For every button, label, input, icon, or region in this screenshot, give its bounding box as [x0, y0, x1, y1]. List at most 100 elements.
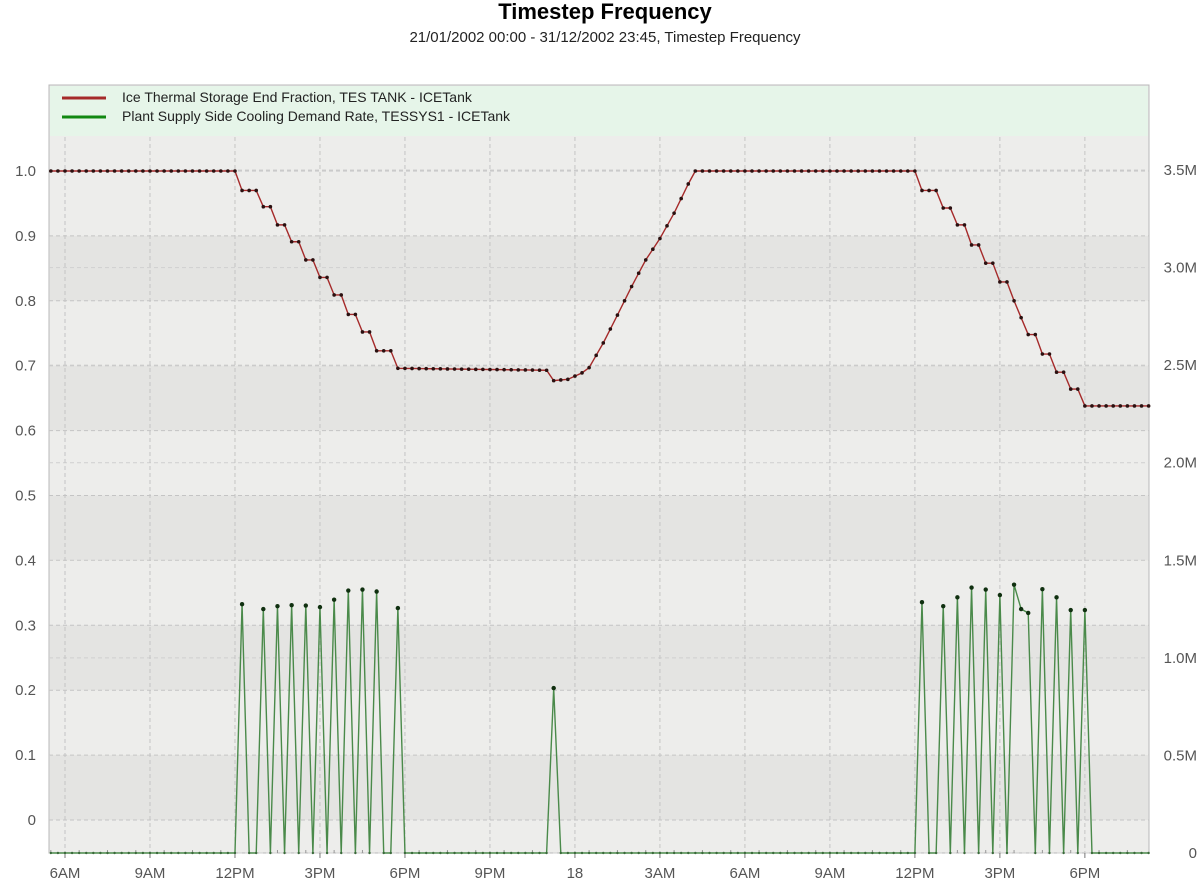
- cooling-demand-point: [616, 851, 619, 855]
- ice-fraction-point: [927, 188, 931, 193]
- x-tick-label: 6PM: [1069, 865, 1100, 882]
- ice-fraction-point: [247, 188, 251, 193]
- cooling-demand-point: [170, 851, 173, 855]
- cooling-demand-point: [1048, 851, 1051, 855]
- cooling-demand-point: [559, 851, 562, 855]
- cooling-demand-point: [439, 851, 442, 855]
- ice-fraction-point: [842, 169, 846, 173]
- cooling-demand-point: [1076, 851, 1079, 855]
- ice-fraction-point: [197, 169, 202, 173]
- ice-fraction-point: [1026, 332, 1031, 337]
- ice-fraction-point: [325, 275, 329, 280]
- cooling-demand-point: [573, 851, 577, 855]
- cooling-demand-point: [205, 851, 208, 855]
- y-left-tick-label: 0.8: [15, 293, 36, 310]
- ice-fraction-point: [736, 169, 740, 173]
- cooling-demand-point: [331, 597, 337, 602]
- ice-fraction-point: [1139, 404, 1144, 408]
- cooling-demand-point: [694, 851, 697, 855]
- cooling-demand-point: [155, 851, 159, 855]
- cooling-demand-point: [701, 851, 704, 855]
- ice-fraction-point: [672, 211, 676, 215]
- ice-fraction-point: [870, 169, 875, 173]
- cooling-demand-point: [955, 595, 960, 600]
- ice-fraction-point: [112, 169, 117, 173]
- ice-fraction-point: [367, 330, 372, 334]
- cooling-demand-point: [1026, 610, 1031, 616]
- cooling-demand-point: [531, 851, 534, 855]
- ice-fraction-point: [743, 169, 747, 173]
- ice-fraction-point: [558, 378, 563, 382]
- cooling-demand-point: [687, 851, 690, 855]
- cooling-demand-point: [708, 851, 711, 855]
- ice-fraction-point: [622, 299, 627, 303]
- cooling-demand-point: [1090, 851, 1094, 855]
- cooling-demand-point: [56, 851, 60, 855]
- cooling-demand-point: [991, 851, 995, 855]
- cooling-demand-point: [92, 851, 95, 855]
- ice-fraction-point: [134, 169, 138, 173]
- cooling-demand-point: [1054, 595, 1059, 600]
- ice-fraction-point: [1012, 299, 1016, 303]
- cooling-demand-point: [120, 851, 123, 855]
- cooling-demand-point: [949, 851, 952, 855]
- ice-fraction-point: [219, 169, 223, 173]
- cooling-demand-point: [212, 851, 215, 855]
- y-left-tick-label: 0.9: [15, 228, 36, 245]
- cooling-demand-point: [722, 851, 725, 855]
- cooling-demand-point: [1112, 851, 1115, 855]
- y-right-tick-label: 2.5M: [1164, 357, 1197, 374]
- ice-fraction-point: [679, 196, 683, 201]
- ice-fraction-point: [891, 169, 896, 173]
- y-left-tick-label: 0: [28, 812, 36, 829]
- ice-fraction-point: [913, 169, 917, 173]
- ice-fraction-point: [1118, 404, 1123, 408]
- cooling-demand-point: [467, 851, 470, 855]
- legend-label-cooling-demand: Plant Supply Side Cooling Demand Rate, T…: [122, 108, 511, 124]
- x-tick-label: 6PM: [390, 865, 421, 882]
- ice-fraction-point: [643, 258, 648, 262]
- plot-area: [48, 84, 1150, 854]
- ice-fraction-point: [1111, 404, 1116, 408]
- cooling-demand-point: [360, 587, 365, 592]
- ice-fraction-point: [1146, 404, 1151, 408]
- cooling-demand-point: [1011, 582, 1017, 587]
- cooling-demand-point: [849, 851, 853, 855]
- cooling-demand-point: [729, 851, 732, 855]
- ice-fraction-point: [728, 169, 733, 173]
- cooling-demand-point: [453, 851, 456, 855]
- cooling-demand-point: [736, 851, 740, 855]
- cooling-demand-point: [1018, 606, 1024, 612]
- cooling-demand-point: [106, 851, 109, 855]
- cooling-demand-point: [184, 851, 187, 855]
- cooling-demand-point: [340, 851, 343, 855]
- cooling-demand-point: [1068, 607, 1073, 613]
- ice-fraction-point: [906, 169, 910, 173]
- cooling-demand-point: [630, 851, 633, 855]
- ice-fraction-point: [445, 367, 450, 371]
- ice-fraction-point: [934, 188, 938, 193]
- ice-fraction-point: [941, 206, 946, 210]
- cooling-demand-point: [317, 604, 323, 610]
- ice-fraction-point: [452, 367, 457, 371]
- cooling-demand-point: [374, 589, 379, 594]
- ice-fraction-point: [750, 169, 754, 173]
- ice-fraction-point: [1104, 404, 1108, 408]
- ice-fraction-point: [318, 275, 322, 280]
- ice-fraction-point: [77, 169, 81, 173]
- ice-fraction-point: [920, 188, 924, 193]
- cooling-demand-point: [899, 851, 902, 855]
- x-tick-label: 12PM: [895, 865, 934, 882]
- cooling-demand-point: [1119, 851, 1122, 855]
- y-left-tick-label: 0.2: [15, 682, 36, 699]
- legend-box: [50, 86, 1148, 136]
- cooling-demand-point: [255, 851, 258, 855]
- y-left-tick-label: 0.4: [15, 552, 36, 569]
- series-layer: [49, 169, 1151, 855]
- ice-fraction-point: [226, 169, 230, 173]
- ice-fraction-point: [502, 367, 506, 372]
- cooling-demand-point: [1040, 586, 1045, 592]
- cooling-demand-point: [134, 851, 138, 855]
- ice-fraction-point: [91, 169, 96, 173]
- ice-fraction-point: [183, 169, 188, 173]
